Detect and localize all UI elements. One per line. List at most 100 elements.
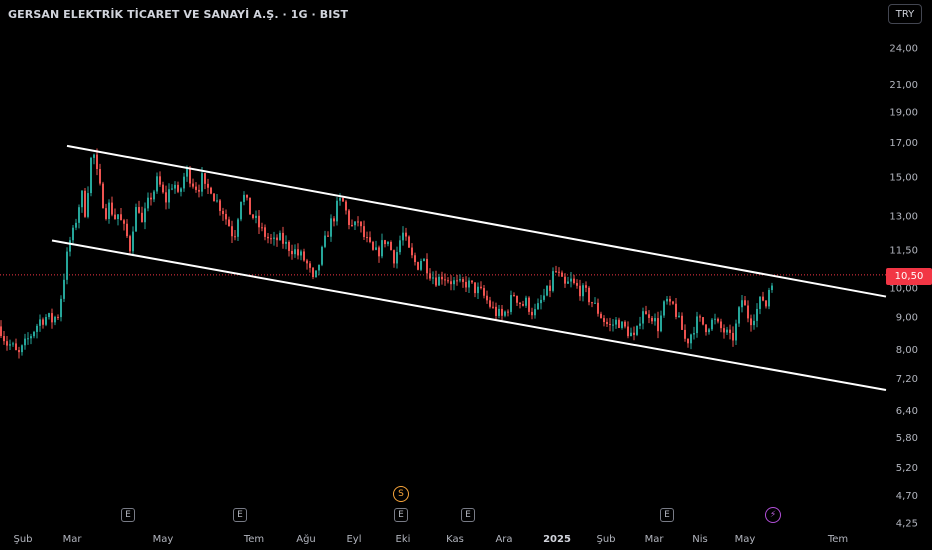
candle-body [93,154,95,158]
time-tick-label: Tem [243,534,264,545]
candle-body [738,307,740,324]
candle-body [276,237,278,241]
channel-upper-line[interactable] [66,144,887,298]
candle-body [507,311,509,313]
candle-body [18,350,20,353]
candle-body [474,282,476,294]
candle-body [123,220,125,224]
candle-body [504,311,506,316]
earnings-event-icon[interactable]: E [461,508,475,522]
candle-body [747,305,749,319]
time-tick-label: May [735,534,756,545]
candle-body [570,278,572,282]
candle-body [516,295,518,303]
candle-body [207,183,209,188]
candle-body [105,208,107,219]
candle-body [120,214,122,221]
candle-body [426,258,428,274]
candle-body [360,221,362,227]
candle-body [282,232,284,244]
candle-body [117,214,119,220]
candle-body [318,264,320,271]
candle-body [60,298,62,318]
candle-body [675,303,677,317]
candle-body [399,240,401,253]
candle-body [63,279,65,299]
earnings-event-icon[interactable]: E [121,508,135,522]
candle-body [597,302,599,314]
lightning-event-icon[interactable]: ⚡ [765,507,781,523]
candle-body [537,303,539,310]
earnings-event-icon[interactable]: E [394,508,408,522]
split-event-icon[interactable]: S [393,486,409,502]
candle-body [699,316,701,318]
price-tick-label: 6,40 [896,406,918,417]
candle-body [726,329,728,333]
candle-body [585,285,587,288]
candle-body [456,280,458,282]
candle-body [84,190,86,217]
candle-body [417,262,419,270]
candle-body [75,222,77,228]
candle-body [66,251,68,280]
candle-body [708,329,710,333]
candle-body [342,198,344,202]
candle-body [420,260,422,270]
candle-body [81,190,83,208]
candle-body [87,193,89,217]
candle-body [477,286,479,294]
candle-body [393,250,395,264]
candle-body [135,207,137,232]
time-tick-label: Eyl [346,534,361,545]
time-tick-label: May [153,534,174,545]
candle-body [480,286,482,289]
candle-body [741,300,743,308]
candle-body [696,316,698,334]
candle-body [231,226,233,237]
candle-body [759,296,761,309]
candle-body [96,154,98,170]
candle-body [441,276,443,280]
candle-body [498,308,500,316]
candle-body [387,241,389,245]
candle-body [198,189,200,192]
channel-lower-line[interactable] [51,239,887,392]
candle-body [375,247,377,250]
candle-body [291,250,293,255]
time-axis[interactable]: Şub Mar May Tem Ağu Eyl Eki Kas Ara 2025 Şub Mar Nis… [13,533,848,545]
candle-body [321,246,323,265]
candle-body [735,323,737,341]
candle-body [405,232,407,237]
candle-body [729,329,731,333]
candle-body [300,251,302,256]
candle-body [333,218,335,222]
candle-body [615,319,617,325]
price-axis[interactable]: 24,00 21,00 19,00 17,00 15,00 13,00 11,50 10,00… [889,44,918,530]
candle-body [558,271,560,273]
candle-body [69,240,71,252]
candle-body [174,184,176,189]
candle-body [621,321,623,328]
candle-body [714,318,716,320]
candle-body [660,315,662,332]
candle-body [657,318,659,332]
earnings-event-icon[interactable]: E [660,508,674,522]
time-tick-label: Ara [495,534,512,545]
candle-body [390,241,392,251]
candle-body [219,200,221,211]
candle-body [591,302,593,304]
price-tick-label: 4,70 [896,491,918,502]
candle-body [351,224,353,226]
candle-body [0,326,2,337]
candle-body [468,280,470,288]
earnings-event-icon[interactable]: E [233,508,247,522]
candle-body [378,247,380,257]
candle-body [48,313,50,318]
candle-body [567,281,569,284]
candle-body [261,227,263,229]
candle-body [39,319,41,326]
candle-body [501,308,503,316]
currency-button[interactable]: TRY [888,4,922,24]
candle-body [423,258,425,261]
